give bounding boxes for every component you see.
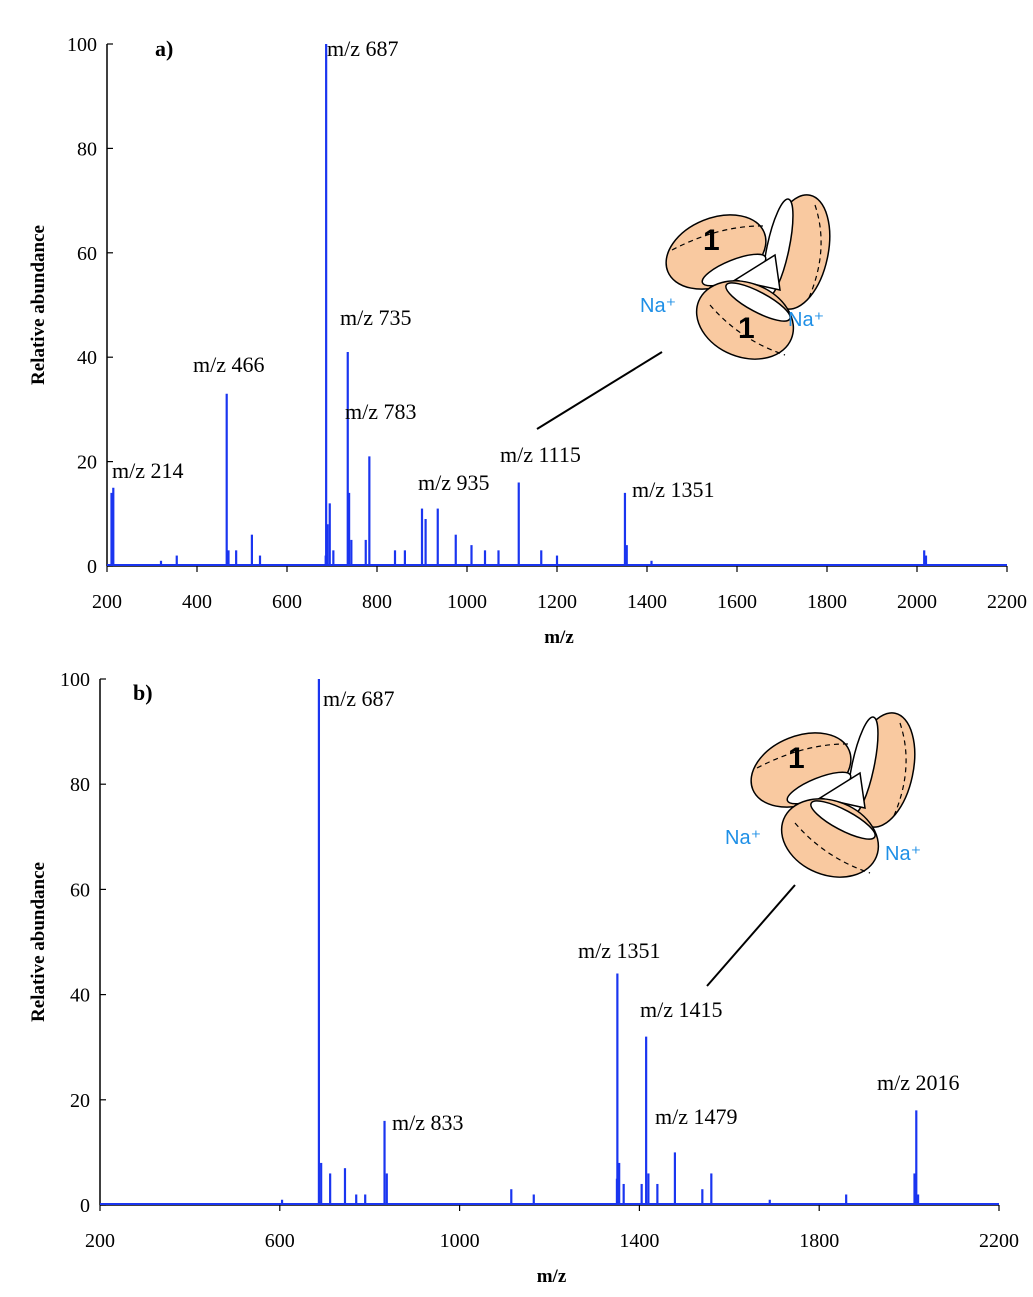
y-tick-label: 20 [77, 452, 97, 474]
y-tick-label: 40 [70, 985, 90, 1007]
y-axis-label: Relative abundance [28, 225, 49, 385]
shape [725, 282, 791, 322]
y-tick-label: 100 [67, 34, 97, 56]
y-tick-label: 100 [60, 669, 90, 691]
x-tick-label: 1200 [537, 591, 577, 613]
peak-label: m/z 1479 [655, 1104, 738, 1129]
x-tick-label: 1800 [799, 1230, 839, 1252]
peak-label: m/z 833 [392, 1110, 464, 1135]
inset-label: Na⁺ [885, 843, 921, 865]
inset-label: 1 [738, 312, 755, 345]
x-tick-label: 800 [362, 591, 392, 613]
x-tick-label: 400 [182, 591, 212, 613]
y-tick-label: 80 [70, 774, 90, 796]
inset-diagram: 1 Na⁺ Na⁺ [706, 712, 921, 987]
x-tick-label: 1800 [807, 591, 847, 613]
peak-label: m/z 935 [418, 470, 490, 495]
peak-label: m/z 1351 [578, 938, 661, 963]
x-tick-label: 1000 [447, 591, 487, 613]
peak-label: m/z 1415 [640, 997, 723, 1022]
pointer-line [706, 884, 796, 987]
inset-diagram: 1 1 Na⁺ Na⁺ [536, 194, 831, 430]
x-tick-label: 2000 [897, 591, 937, 613]
x-tick-label: 200 [85, 1230, 115, 1252]
shape [892, 722, 907, 819]
panel-label: a) [155, 36, 173, 61]
x-axis-label: m/z [537, 1266, 567, 1287]
peak-label: m/z 214 [112, 458, 184, 483]
y-tick-label: 0 [87, 556, 97, 578]
peak-label: m/z 1351 [632, 477, 715, 502]
shape [756, 743, 851, 769]
y-tick-label: 40 [77, 347, 97, 369]
peak-label: m/z 783 [345, 399, 417, 424]
x-tick-label: 2200 [987, 591, 1027, 613]
peak-label: m/z 687 [323, 686, 395, 711]
y-tick-label: 0 [80, 1195, 90, 1217]
shape [807, 204, 822, 301]
shape [709, 304, 786, 356]
x-tick-label: 200 [92, 591, 122, 613]
y-tick-label: 80 [77, 138, 97, 160]
pointer-line [536, 351, 663, 430]
x-tick-label: 1000 [440, 1230, 480, 1252]
x-tick-label: 1400 [619, 1230, 659, 1252]
y-tick-label: 60 [70, 879, 90, 901]
shape [671, 225, 766, 251]
inset-label: Na⁺ [640, 295, 676, 317]
inset-label: Na⁺ [725, 827, 761, 849]
peak-label: m/z 466 [193, 352, 265, 377]
peak-label: m/z 735 [340, 305, 412, 330]
y-tick-label: 20 [70, 1090, 90, 1112]
x-tick-label: 1600 [717, 591, 757, 613]
shape [810, 800, 876, 840]
y-tick-label: 60 [77, 243, 97, 265]
panel-label: b) [133, 680, 153, 705]
peak-label: m/z 687 [327, 36, 399, 61]
x-tick-label: 1400 [627, 591, 667, 613]
x-tick-label: 600 [272, 591, 302, 613]
x-axis-label: m/z [544, 627, 574, 648]
inset-label: Na⁺ [788, 309, 824, 331]
y-axis-label: Relative abundance [28, 862, 49, 1022]
inset-label: 1 [703, 224, 720, 257]
peak-label: m/z 1115 [500, 442, 581, 467]
x-tick-label: 600 [265, 1230, 295, 1252]
shape [794, 822, 871, 874]
peak-label: m/z 2016 [877, 1070, 960, 1095]
x-tick-label: 2200 [979, 1230, 1019, 1252]
inset-label: 1 [788, 742, 805, 775]
